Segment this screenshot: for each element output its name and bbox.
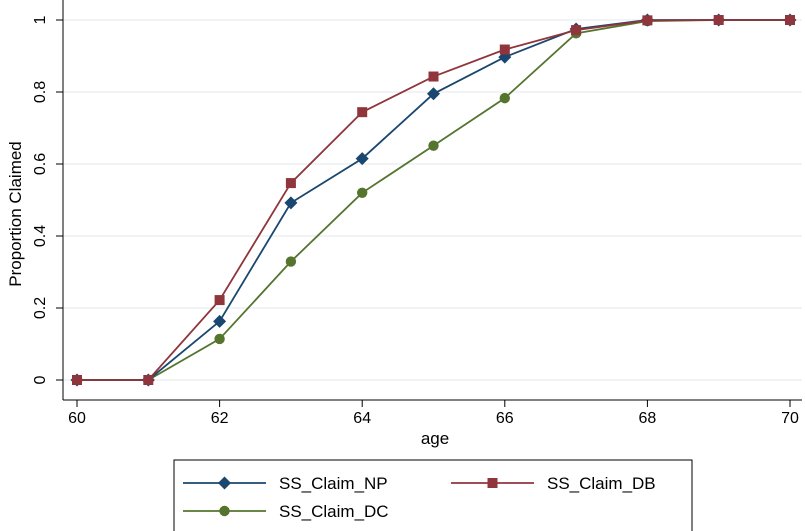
data-point-square (642, 15, 653, 26)
data-point-diamond (355, 152, 369, 166)
data-point-square (285, 178, 296, 189)
data-point-diamond (427, 87, 440, 101)
x-tick-label: 66 (496, 410, 514, 427)
data-point-square (357, 107, 368, 118)
y-tick-label: 0 (32, 375, 49, 384)
data-point-square (571, 25, 582, 36)
x-tick-label: 62 (211, 410, 229, 427)
legend: SS_Claim_NP SS_Claim_DB SS_Claim_DC (173, 459, 693, 531)
data-point-diamond (284, 196, 298, 210)
legend-marker-diamond (218, 476, 231, 490)
legend-label: SS_Claim_NP (279, 474, 388, 493)
legend-item: SS_Claim_DB (451, 474, 656, 493)
legend-item: SS_Claim_NP (183, 474, 388, 493)
data-point-circle (499, 92, 510, 104)
x-tick-label: 70 (781, 410, 799, 427)
data-point-square (428, 71, 439, 82)
series-group (70, 13, 797, 387)
data-point-square (143, 375, 154, 385)
y-tick-label: 1 (32, 15, 49, 24)
y-tick-label: 0.2 (32, 297, 49, 319)
legend-label: SS_Claim_DB (547, 474, 656, 493)
legend-label: SS_Claim_DC (279, 502, 389, 521)
plot-area (63, 0, 802, 400)
y-axis: 0 0.2 0.4 0.6 0.8 1 (32, 0, 64, 400)
x-axis: 60 62 64 66 68 70 (63, 399, 802, 427)
data-point-circle (357, 187, 368, 198)
x-tick-label: 68 (639, 410, 657, 427)
series-ss-claim-db (72, 15, 795, 385)
data-point-square (499, 44, 510, 55)
data-point-diamond (213, 314, 227, 328)
data-point-circle (428, 140, 439, 151)
legend-item: SS_Claim_DC (183, 502, 389, 521)
data-point-square (713, 15, 724, 25)
legend-marker-square (487, 478, 498, 488)
legend-marker-circle (219, 505, 230, 517)
y-axis-title: Proportion Claimed (6, 141, 25, 287)
y-tick-label: 0.6 (32, 153, 49, 175)
y-tick-label: 0.8 (32, 81, 49, 103)
data-point-circle (285, 256, 297, 267)
data-point-square (785, 15, 795, 25)
x-tick-label: 64 (353, 410, 371, 427)
x-axis-title: age (421, 429, 449, 448)
x-tick-label: 60 (68, 410, 86, 427)
y-tick-label: 0.4 (32, 225, 49, 247)
data-point-circle (214, 333, 225, 345)
data-point-square (214, 295, 225, 306)
legend-box (173, 459, 693, 531)
data-point-square (72, 375, 82, 385)
